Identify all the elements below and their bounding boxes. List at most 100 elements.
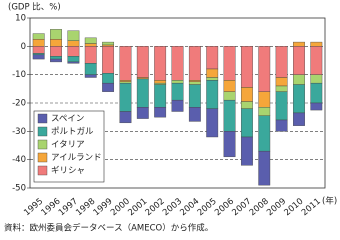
bar-segment: [223, 80, 236, 92]
bar-segment: [188, 84, 201, 108]
bar-segment: [240, 108, 253, 138]
bar-segment: [102, 44, 115, 47]
bar-segment: [136, 46, 149, 78]
bar-segment: [119, 82, 132, 112]
bar-segment: [258, 46, 271, 92]
plot-frame: [29, 17, 326, 189]
bar-segment: [258, 91, 271, 108]
bar-segment: [310, 46, 323, 75]
bar-segment: [119, 80, 132, 82]
legend-label: スペイン: [51, 114, 84, 124]
bar-segment: [206, 80, 219, 109]
bar-segment: [188, 107, 201, 122]
bar-segment: [50, 29, 62, 40]
bar-segment: [223, 91, 236, 101]
bar-segment: [154, 107, 167, 118]
bar-segment: [240, 87, 253, 102]
bar-segment: [310, 82, 323, 104]
bar-segment: [188, 80, 201, 82]
legend-swatch: [37, 165, 48, 176]
bar-segment: [206, 46, 219, 70]
bar-segment: [32, 33, 45, 40]
bar-segment: [275, 119, 288, 132]
legend-label: ポルトガル: [51, 126, 94, 137]
bar-segment: [258, 150, 271, 186]
bar-segment: [275, 77, 288, 87]
bar-segment: [67, 40, 80, 47]
bar-segment: [154, 84, 167, 108]
y-tick-label: -30: [12, 127, 26, 137]
bar-segment: [119, 111, 132, 124]
bar-segment: [32, 46, 45, 54]
legend-swatch: [37, 139, 48, 150]
legend-swatch: [37, 152, 48, 163]
bar-segment: [310, 74, 323, 84]
bar-segment: [102, 82, 115, 92]
bar-segment: [32, 39, 45, 47]
y-tick-label: -40: [12, 155, 26, 165]
bar-segment: [206, 68, 219, 78]
bar-segment: [119, 81, 132, 84]
bar-segment: [136, 77, 149, 80]
bar-segment: [171, 80, 184, 84]
bar-segment: [223, 99, 236, 132]
bar-segment: [206, 77, 219, 81]
bar-segment: [310, 102, 323, 111]
bar-segment: [102, 41, 115, 46]
bar-segment: [32, 53, 45, 56]
bar-segment: [275, 91, 288, 121]
bar-segment: [119, 46, 132, 81]
bar-segment: [67, 56, 80, 63]
legend-label: アイルランド: [51, 153, 102, 163]
y-tick-label: -10: [12, 70, 26, 80]
bar-segment: [136, 107, 149, 119]
y-tick-label: 0: [21, 42, 26, 52]
bar-segment: [102, 73, 115, 84]
bar-segment: [310, 41, 323, 47]
bar-segment: [154, 82, 167, 85]
bar-segment: [293, 74, 305, 85]
bar-segment: [258, 107, 271, 116]
bar-segment: [293, 84, 305, 114]
bar-segment: [84, 46, 97, 64]
bar-segment: [67, 30, 80, 41]
bar-segment: [188, 81, 201, 85]
bar-segment: [84, 37, 97, 44]
bar-segment: [50, 58, 62, 63]
bar-segment: [84, 74, 97, 78]
bar-segment: [154, 80, 167, 84]
bar-segment: [50, 46, 62, 57]
bar-segment: [293, 41, 305, 47]
bar-segment: [84, 63, 97, 75]
bar-segment: [32, 54, 45, 60]
bar-segment: [223, 46, 236, 81]
bar-segment: [240, 101, 253, 109]
bar-segment: [223, 131, 236, 158]
y-axis-label: (GDP 比、%): [8, 2, 61, 13]
bar-segment: [293, 46, 305, 75]
bar-segment: [84, 43, 97, 47]
bar-segment: [240, 136, 253, 166]
bar-segment: [67, 61, 80, 64]
bar-segment: [275, 46, 288, 78]
bar-segment: [293, 112, 305, 126]
bar-segment: [258, 115, 271, 152]
bar-segment: [171, 82, 184, 101]
legend-swatch: [37, 113, 48, 124]
bar-segment: [50, 56, 62, 60]
y-tick-label: -50: [12, 184, 26, 194]
bar-segment: [171, 46, 184, 81]
bar-segment: [136, 78, 149, 108]
bar-segment: [50, 39, 62, 47]
bar-segment: [240, 46, 253, 88]
bar-segment: [154, 46, 167, 81]
bar-segment: [206, 108, 219, 138]
x-axis-label: (年): [322, 196, 337, 207]
bar-segment: [67, 46, 80, 57]
y-tick-label: -20: [12, 99, 26, 109]
legend-label: イタリア: [51, 140, 85, 150]
bar-segment: [102, 46, 115, 74]
x-tick-label: 2011: [300, 197, 323, 219]
bar-segment: [171, 99, 184, 112]
